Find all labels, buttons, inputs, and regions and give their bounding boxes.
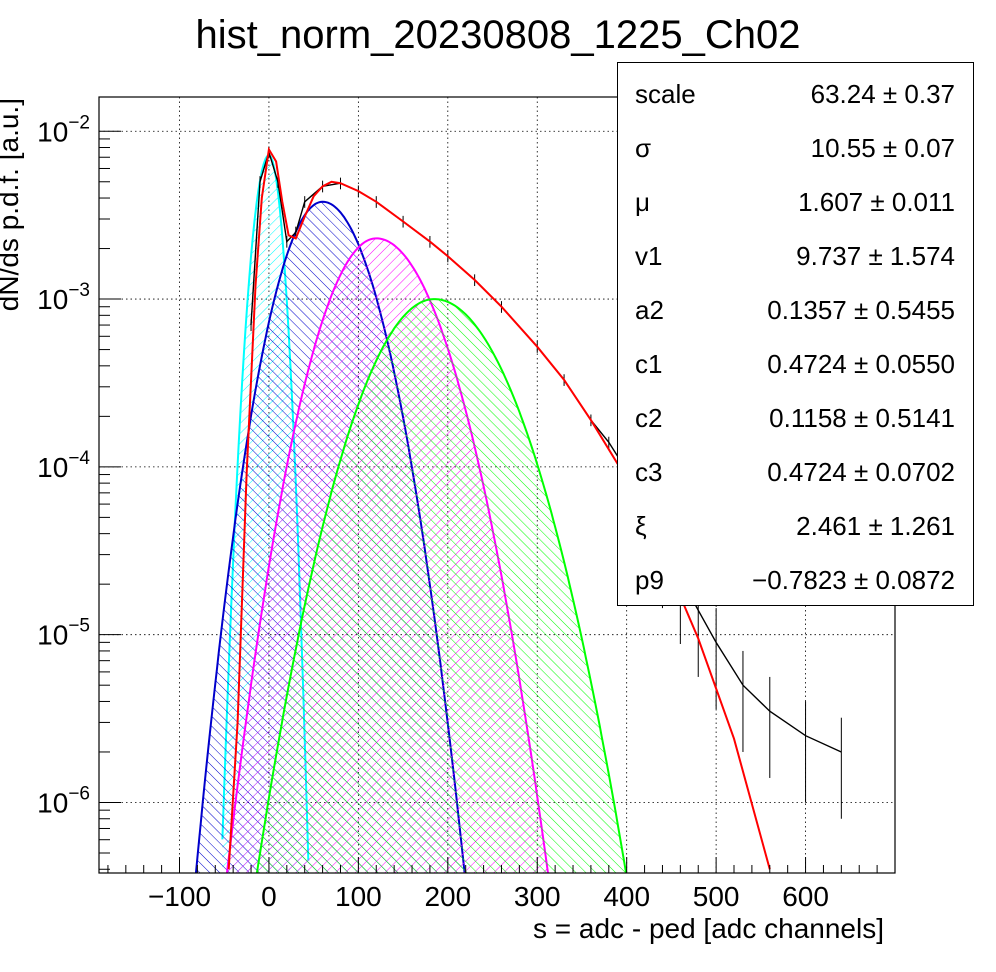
y-axis-label: dN/ds p.d.f. [a.u.] (0, 98, 24, 311)
chart-title: hist_norm_20230808_1225_Ch02 (196, 13, 801, 57)
stats-row: ξ 2.461 ± 1.261 (618, 499, 973, 553)
component-curve-green (255, 298, 628, 873)
stats-row: c2 0.1158 ± 0.5141 (618, 391, 973, 445)
x-tick-label: 400 (603, 881, 650, 912)
stats-row: v1 9.737 ± 1.574 (618, 229, 973, 283)
stats-row: μ 1.607 ± 0.011 (618, 175, 973, 229)
stats-param-name: p9 (635, 565, 664, 595)
x-tick-label: 500 (693, 881, 740, 912)
x-tick-label: −100 (148, 881, 211, 912)
stats-row: σ 10.55 ± 0.07 (618, 121, 973, 175)
x-axis-label: s = adc - ped [adc channels] (533, 913, 884, 944)
stats-param-value: 2.461 ± 1.261 (796, 511, 955, 541)
stats-param-value: 0.1357 ± 0.5455 (767, 295, 955, 325)
stats-param-value: −0.7823 ± 0.0872 (752, 565, 955, 595)
stats-param-name: v1 (635, 241, 663, 271)
x-tick-label: 0 (261, 881, 277, 912)
stats-param-name: ξ (635, 511, 647, 541)
stats-param-name: c2 (635, 403, 663, 433)
stats-param-value: 9.737 ± 1.574 (796, 241, 955, 271)
stats-param-name: scale (635, 79, 696, 109)
y-axis: 10−2 10−3 10−4 10−5 10−6 (37, 112, 121, 870)
y-tick-label: 10−6 (37, 783, 90, 818)
stats-row: c3 0.4724 ± 0.0702 (618, 445, 973, 499)
stats-param-value: 0.1158 ± 0.5141 (769, 403, 955, 433)
y-tick-label: 10−3 (37, 280, 90, 315)
stats-row: scale 63.24 ± 0.37 (618, 67, 973, 121)
x-tick-label: 200 (424, 881, 471, 912)
stats-row: c1 0.4724 ± 0.0550 (618, 337, 973, 391)
stats-param-name: σ (635, 133, 652, 163)
stats-param-value: 63.24 ± 0.37 (810, 79, 955, 109)
stats-param-value: 1.607 ± 0.011 (798, 187, 955, 217)
stats-row: a2 0.1357 ± 0.5455 (618, 283, 973, 337)
y-tick-label: 10−2 (37, 112, 90, 147)
fit-stats-box: scale 63.24 ± 0.37 σ 10.55 ± 0.07 μ 1.607 ± 0… (617, 62, 974, 606)
stats-param-name: a2 (635, 295, 664, 325)
stats-param-value: 0.4724 ± 0.0702 (767, 457, 955, 487)
stats-param-name: c3 (635, 457, 663, 487)
x-axis: −100 0 100 200 300 400 500 600 (107, 857, 878, 912)
x-tick-label: 100 (335, 881, 382, 912)
fit-curve (227, 146, 771, 870)
stats-param-name: c1 (635, 349, 663, 379)
component-fill-green (254, 299, 629, 873)
x-tick-label: 600 (782, 881, 829, 912)
stats-param-name: μ (635, 187, 650, 217)
stats-param-value: 10.55 ± 0.07 (810, 133, 955, 163)
y-tick-label: 10−4 (37, 448, 90, 483)
stats-param-value: 0.4724 ± 0.0550 (767, 349, 955, 379)
y-tick-label: 10−5 (37, 616, 90, 651)
fit-components (194, 153, 629, 873)
total-fit (227, 146, 771, 870)
x-tick-label: 300 (514, 881, 561, 912)
stats-row: p9 −0.7823 ± 0.0872 (618, 553, 973, 607)
